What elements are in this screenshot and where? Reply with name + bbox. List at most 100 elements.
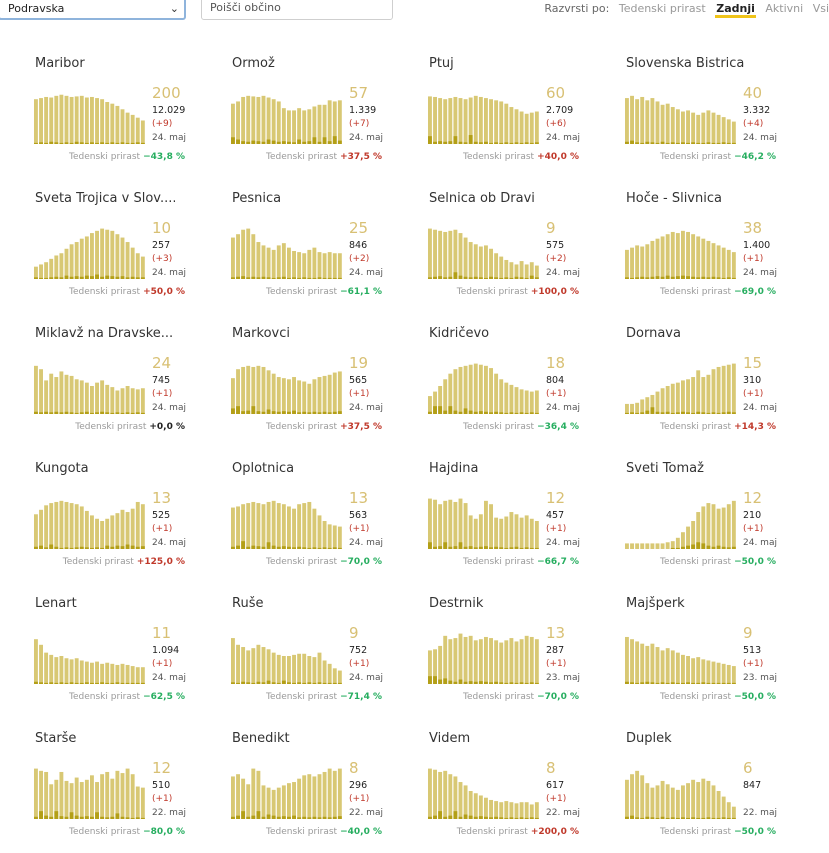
chart-bar: [635, 641, 640, 684]
chart-bar-new: [231, 816, 235, 819]
chart-bar-new: [337, 547, 342, 549]
chart-bar: [675, 652, 680, 684]
municipality-card[interactable]: Videm 8 617 (+1) 22. maj Tedenski prirast +200…: [394, 723, 594, 853]
municipality-card[interactable]: Hajdina 12 457 (+1) 24. maj Tedenski prirast −…: [394, 453, 594, 583]
chart-bar: [670, 787, 675, 819]
chart-bar-new: [302, 682, 307, 684]
toolbar: Podravska ⌄ Poišči občino Razvrsti po: T…: [0, 0, 829, 24]
total-cases: 846: [349, 240, 368, 251]
chart-bar: [297, 380, 302, 414]
chart-bar-new: [261, 141, 266, 144]
sort-option-weekly-growth[interactable]: Tedenski prirast: [618, 2, 706, 15]
chart-bar-new: [473, 816, 478, 819]
chart-bar: [484, 636, 488, 684]
municipality-card[interactable]: Selnica ob Dravi 9 575 (+2) 24. maj Tedenski …: [394, 183, 594, 313]
latest-new-cases: 10: [152, 219, 172, 237]
municipality-name: Benedikt: [232, 731, 290, 746]
chart-bar: [686, 526, 690, 549]
chart-bar-new: [625, 681, 629, 684]
trend-bar-chart: [34, 768, 145, 819]
chart-bar: [524, 802, 529, 819]
chart-bar-new: [266, 542, 271, 549]
municipality-card[interactable]: Dornava 15 310 (+1) 24. maj Tedenski prirast +…: [591, 318, 791, 448]
chart-bar-new: [716, 817, 721, 819]
chart-bar: [428, 228, 432, 279]
chart-bar-new: [721, 546, 726, 549]
municipality-card[interactable]: Maribor 200 12.029 (+9) 24. maj Tedenski prir…: [0, 48, 200, 178]
chart-bar-new: [711, 817, 716, 819]
trend-bar-chart: [231, 365, 342, 414]
municipality-card[interactable]: Oplotnica 13 563 (+1) 24. maj Tedenski priras…: [197, 453, 397, 583]
municipality-card[interactable]: Ruše 9 752 (+1) 24. maj Tedenski prirast −71,4…: [197, 588, 397, 718]
region-select[interactable]: Podravska ⌄: [0, 0, 186, 20]
municipality-card[interactable]: Majšperk 9 513 (+1) 23. maj Tedenski prirast −…: [591, 588, 791, 718]
municipality-card[interactable]: Ormož 57 1.339 (+7) 24. maj Tedenski prirast +…: [197, 48, 397, 178]
chart-bar-new: [337, 682, 342, 684]
municipality-card[interactable]: Sveta Trojica v Slov.... 10 257 (+3) 24. maj…: [0, 183, 200, 313]
chart-bar: [458, 233, 463, 279]
chart-bar: [74, 96, 79, 144]
municipality-card[interactable]: Kidričevo 18 804 (+1) 24. maj Tedenski priras…: [394, 318, 594, 448]
sort-option-all[interactable]: Vsi: [812, 2, 829, 15]
chart-bar: [69, 244, 74, 279]
chart-bar: [69, 375, 74, 414]
municipality-search-input[interactable]: Poišči občino: [201, 0, 393, 20]
chart-bar: [302, 381, 307, 414]
chart-bar-new: [473, 141, 478, 144]
municipality-card[interactable]: Markovci 19 565 (+1) 24. maj Tedenski prirast…: [197, 318, 397, 448]
chart-bar: [494, 100, 499, 144]
chart-bar: [105, 229, 110, 279]
chart-bar: [645, 783, 650, 819]
chart-bar: [130, 508, 135, 549]
municipality-card[interactable]: Ptuj 60 2.709 (+6) 24. maj Tedenski prirast +4…: [394, 48, 594, 178]
municipality-card[interactable]: Miklavž na Dravske... 24 745 (+1) 24. maj Ted…: [0, 318, 200, 448]
sort-option-latest[interactable]: Zadnji: [715, 2, 756, 18]
chart-bar-new: [691, 276, 696, 279]
chart-bar-new: [473, 681, 478, 684]
chart-bar-new: [84, 142, 89, 144]
chart-bar: [297, 252, 302, 279]
municipality-card[interactable]: Benedikt 8 296 (+1) 22. maj Tedenski prirast −…: [197, 723, 397, 853]
chart-bar: [332, 525, 337, 549]
chart-bar-new: [39, 682, 43, 684]
municipality-card[interactable]: Duplek 6 847 22. maj Tedenski prirast −50,0 %: [591, 723, 791, 853]
sort-bar: Razvrsti po: Tedenski prirast Zadnji Akt…: [538, 2, 829, 18]
chart-bar: [716, 366, 721, 414]
chart-bar-new: [463, 546, 468, 549]
municipality-card[interactable]: Hoče - Slivnica 38 1.400 (+1) 24. maj Tedensk…: [591, 183, 791, 313]
chart-bar-new: [105, 682, 110, 684]
chart-bar-new: [64, 547, 69, 549]
chart-bar-new: [438, 811, 443, 819]
weekly-growth-value: −61,1 %: [340, 287, 382, 297]
chart-bar: [287, 656, 291, 684]
chart-bar-new: [675, 412, 680, 414]
chart-bar: [327, 252, 332, 279]
chart-bar-new: [266, 409, 271, 414]
municipality-card[interactable]: Starše 12 510 (+1) 22. maj Tedenski prirast −8…: [0, 723, 200, 853]
municipality-card[interactable]: Lenart 11 1.094 (+1) 24. maj Tedenski prirast…: [0, 588, 200, 718]
chart-bar: [54, 779, 59, 819]
municipality-name: Hoče - Slivnica: [626, 191, 722, 206]
weekly-growth-value: −70,0 %: [340, 557, 382, 567]
chart-bar: [64, 248, 69, 279]
chart-bar-new: [90, 142, 94, 144]
municipality-card[interactable]: Sveti Tomaž 12 210 (+1) 24. maj Tedenski prir…: [591, 453, 791, 583]
municipality-card[interactable]: Pesnica 25 846 (+2) 24. maj Tedenski prirast −…: [197, 183, 397, 313]
chart-bar-new: [458, 275, 463, 279]
chart-bar-new: [297, 277, 302, 279]
chart-bar: [711, 112, 716, 144]
chart-bar-new: [74, 141, 79, 144]
chart-bar: [706, 780, 711, 819]
municipality-card[interactable]: Slovenska Bistrica 40 3.332 (+4) 24. maj Tede…: [591, 48, 791, 178]
chart-bar: [514, 109, 519, 144]
chart-bar-new: [635, 142, 640, 144]
municipality-card[interactable]: Destrnik 13 287 (+1) 23. maj Tedenski prirast…: [394, 588, 594, 718]
chart-bar-new: [34, 681, 38, 684]
sort-option-active[interactable]: Aktivni: [765, 2, 804, 15]
municipality-card[interactable]: Kungota 13 525 (+1) 24. maj Tedenski prirast +…: [0, 453, 200, 583]
chart-bar: [49, 258, 54, 279]
chart-bar-new: [529, 142, 534, 144]
chart-bar: [120, 109, 125, 144]
chart-bar: [448, 373, 453, 414]
chart-bar: [115, 770, 120, 819]
